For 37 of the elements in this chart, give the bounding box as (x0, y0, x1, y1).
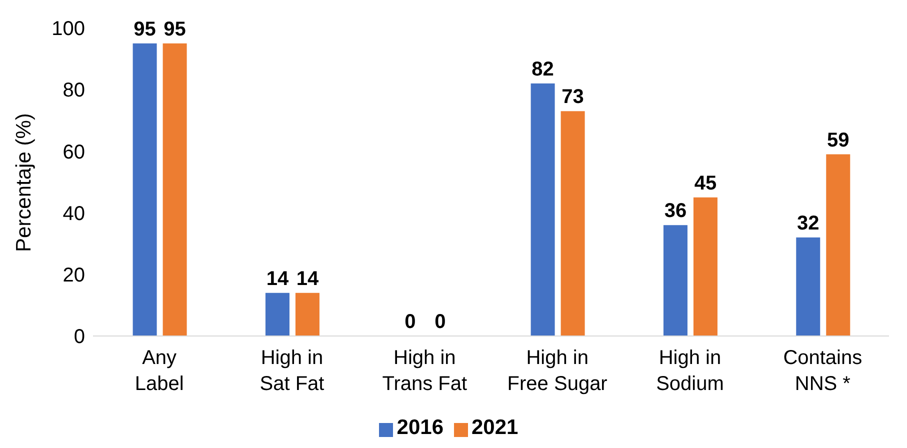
y-tick-label: 40 (62, 202, 85, 225)
x-tick-label: Any Label (134, 347, 184, 395)
data-label: 32 (797, 212, 820, 234)
legend-label: 2016 (396, 416, 444, 439)
y-axis-title: Percentaje (%) (12, 113, 36, 252)
data-label: 95 (134, 18, 156, 40)
bar (560, 111, 585, 336)
data-label: 59 (827, 129, 850, 152)
bar (693, 197, 718, 336)
bar (132, 43, 157, 336)
bar (796, 237, 820, 336)
data-label: 73 (562, 86, 584, 108)
y-tick-label: 20 (62, 264, 85, 286)
data-label: 82 (532, 58, 554, 80)
data-label: 36 (664, 200, 687, 222)
bar (265, 292, 290, 336)
legend-label: 2021 (472, 416, 518, 439)
y-tick-label: 80 (62, 80, 85, 102)
bar (295, 292, 320, 336)
x-tick-label: High in Free Sugar (507, 347, 608, 395)
y-tick-label: 100 (52, 18, 85, 40)
bar (663, 225, 688, 336)
y-tick-label: 0 (74, 326, 85, 348)
data-label: 0 (434, 311, 446, 333)
data-label: 14 (266, 268, 290, 290)
data-label: 95 (164, 18, 186, 40)
x-tick-label: Contains NNS * (783, 347, 862, 395)
bar (826, 154, 850, 336)
y-tick-label: 60 (62, 141, 85, 164)
x-tick-label: High in Sodium (656, 347, 724, 395)
x-tick-label: High in Trans Fat (382, 347, 468, 395)
x-tick-label: High in Sat Fat (260, 347, 325, 395)
data-label: 45 (694, 172, 717, 194)
data-label: 0 (404, 311, 416, 333)
bar (162, 43, 187, 336)
data-label: 14 (296, 268, 320, 290)
bar (530, 83, 555, 336)
